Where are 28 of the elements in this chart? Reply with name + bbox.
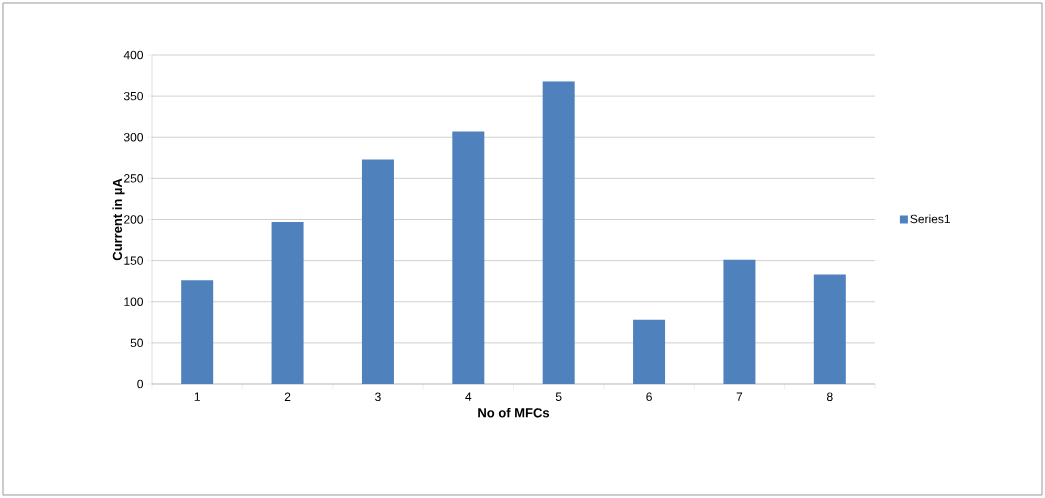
y-tick-label: 250 (124, 174, 144, 183)
bar (361, 159, 394, 384)
bar (723, 259, 756, 384)
x-tick-label: 2 (284, 392, 291, 401)
y-tick-label: 50 (130, 338, 144, 348)
x-tick-label: 8 (826, 392, 833, 402)
y-tick-label: 0 (137, 379, 144, 389)
x-tick-label: 5 (555, 392, 562, 401)
bar (633, 319, 666, 384)
y-tick-label: 300 (123, 133, 144, 142)
x-axis-title: No of MFCs (478, 407, 550, 418)
y-tick-label: 150 (124, 256, 144, 265)
bar (452, 131, 485, 384)
bar (271, 221, 304, 384)
x-tick-label: 1 (194, 392, 200, 401)
y-tick-label: 200 (124, 215, 144, 224)
y-tick-label: 100 (124, 297, 144, 306)
bar (542, 81, 575, 384)
bar (181, 280, 214, 384)
x-tick-label: 4 (465, 392, 472, 401)
y-tick-label: 400 (123, 50, 144, 60)
legend-label: Series1 (910, 214, 950, 224)
y-axis-title: Current in µA (112, 178, 125, 261)
x-tick-label: 6 (646, 392, 652, 402)
y-tick-label: 350 (123, 91, 144, 101)
x-tick-label: 7 (736, 392, 743, 401)
x-tick-label: 3 (375, 392, 381, 402)
bar (813, 274, 846, 384)
